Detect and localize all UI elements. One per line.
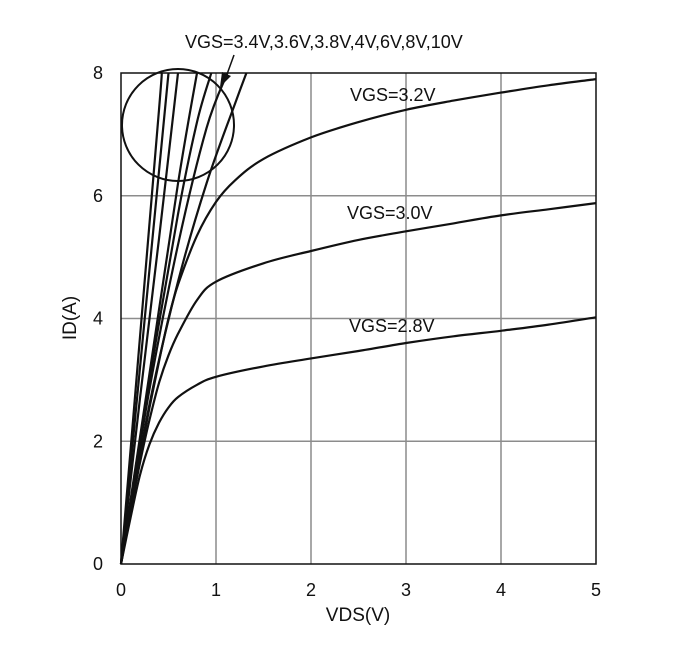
label-vgs-2-8: VGS=2.8V [349, 316, 435, 336]
x-axis-label: VDS(V) [326, 605, 390, 626]
series-vgs-3-0v [119, 202, 597, 565]
x-tick-label: 3 [401, 580, 411, 600]
label-vgs-3-0: VGS=3.0V [347, 203, 433, 223]
y-tick-label: 0 [93, 554, 103, 574]
label-vgs-3-2: VGS=3.2V [350, 85, 436, 105]
y-tick-label: 6 [93, 186, 103, 206]
x-tick-label: 4 [496, 580, 506, 600]
y-axis-label: ID(A) [60, 296, 81, 340]
series-vgs-10v [119, 72, 163, 565]
series-vgs-6v [119, 72, 180, 565]
x-tick-label: 2 [306, 580, 316, 600]
annotation-arrow-head [220, 72, 231, 87]
y-tick-label: 4 [93, 309, 103, 329]
series-vgs-3-4v [119, 72, 248, 565]
y-tick-label: 2 [93, 431, 103, 451]
grid [121, 73, 596, 564]
plot-frame [120, 72, 597, 565]
x-tick-label: 1 [211, 580, 221, 600]
x-tick-label: 0 [116, 580, 126, 600]
series-vgs-4v [119, 72, 199, 565]
curves [119, 72, 597, 565]
label-steep-curves: VGS=3.4V,3.6V,3.8V,4V,6V,8V,10V [185, 32, 463, 52]
series-vgs-2-8v [119, 316, 597, 565]
highlight-circle [121, 68, 235, 182]
y-tick-label: 8 [93, 63, 103, 83]
tick-labels: 0 1 2 3 4 5 0 2 4 6 8 [93, 63, 601, 600]
x-tick-label: 5 [591, 580, 601, 600]
annotation-arrow-shaft [225, 54, 235, 78]
